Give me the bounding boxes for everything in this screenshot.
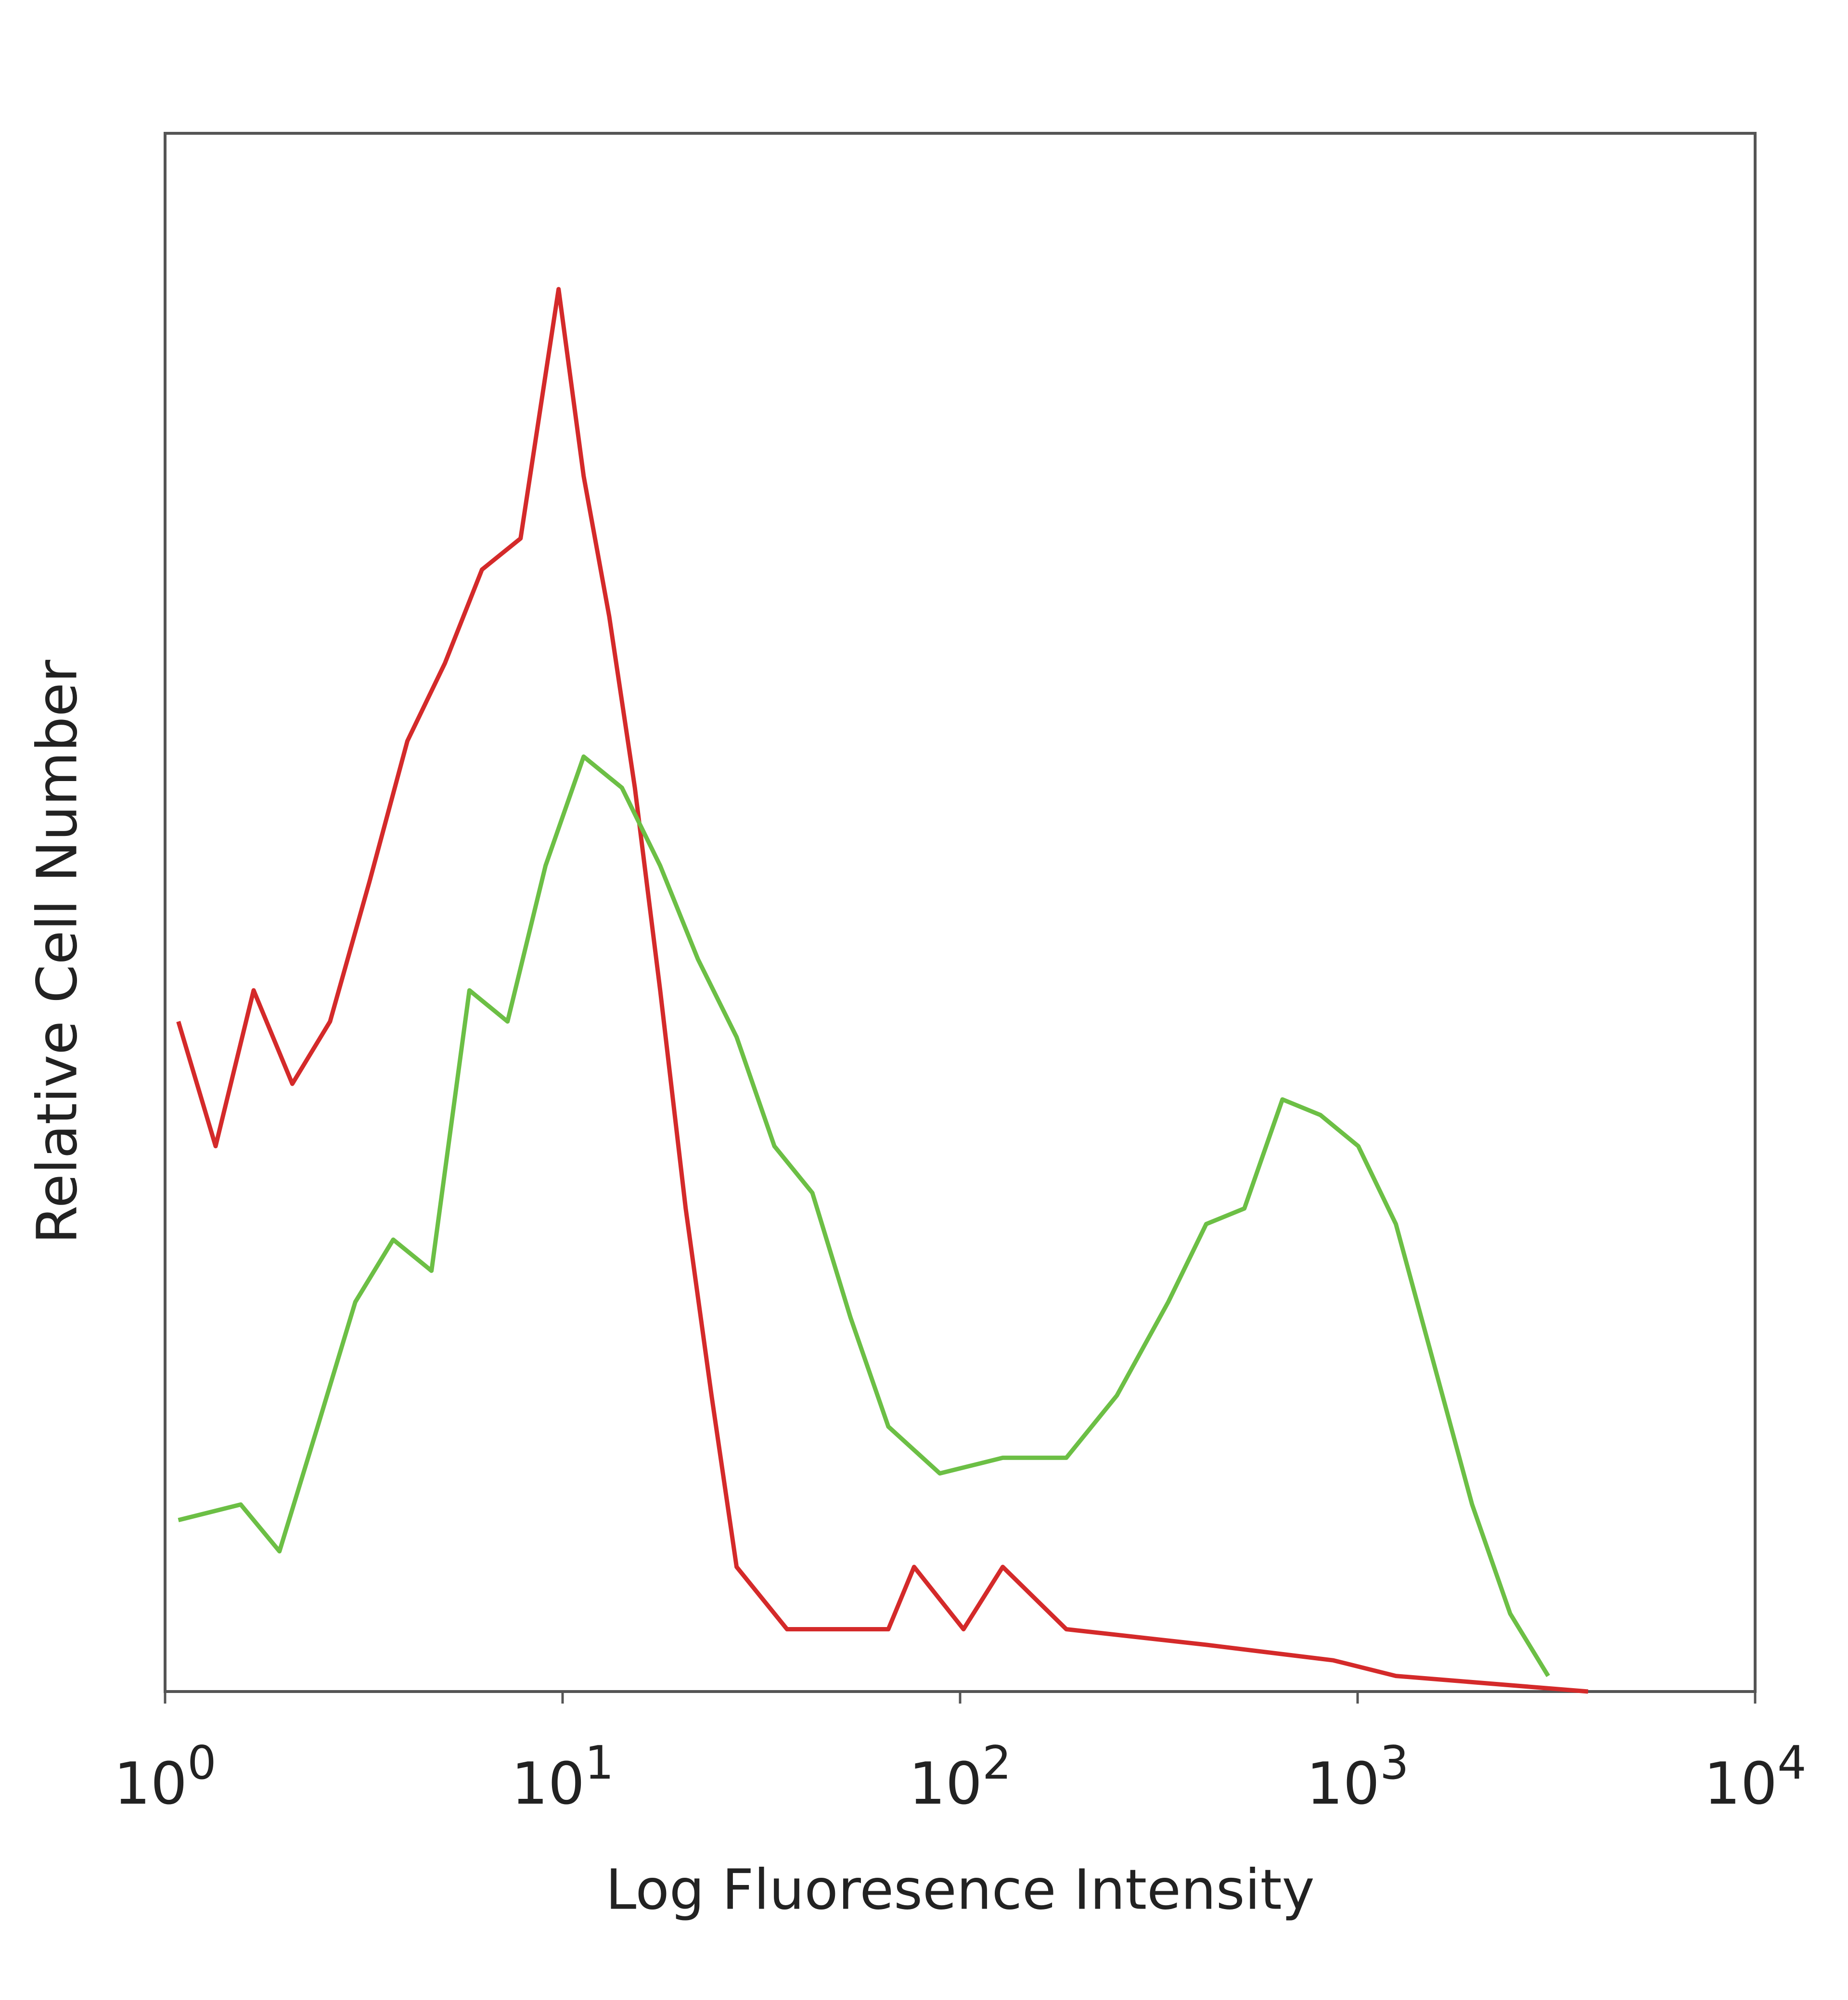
tick-exponent: 1 — [585, 1737, 614, 1790]
x-tick-label: 103 — [1306, 1737, 1409, 1818]
histogram-trace — [178, 754, 1550, 1677]
histogram-trace — [176, 287, 1589, 1694]
tick-base: 10 — [511, 1751, 585, 1818]
x-tick-label: 102 — [909, 1737, 1011, 1818]
y-axis-label: Relative Cell Number — [26, 659, 90, 1244]
x-tick-label: 100 — [114, 1737, 216, 1818]
tick-base: 10 — [114, 1751, 187, 1818]
plot-frame — [164, 132, 1757, 1693]
tick-base: 10 — [909, 1751, 982, 1818]
tick-exponent: 2 — [982, 1737, 1011, 1790]
tick-base: 10 — [1306, 1751, 1380, 1818]
x-axis-label: Log Fluoresence Intensity — [605, 1858, 1314, 1923]
x-tick-label: 104 — [1704, 1737, 1806, 1818]
tick-exponent: 4 — [1777, 1737, 1806, 1790]
tick-exponent: 0 — [187, 1737, 216, 1790]
tick-exponent: 3 — [1380, 1737, 1409, 1790]
tick-base: 10 — [1704, 1751, 1777, 1818]
x-tick-label: 101 — [511, 1737, 614, 1818]
